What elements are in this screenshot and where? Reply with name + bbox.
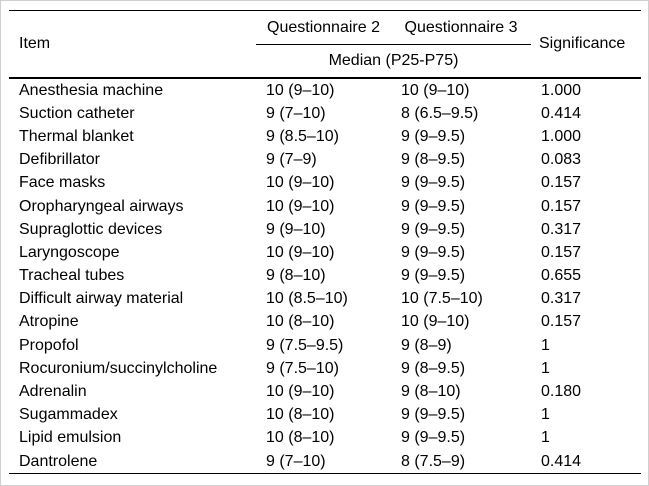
questionnaire-2-cell: 10 (9–10): [266, 197, 335, 215]
questionnaire-3-cell: 8 (7.5–9): [401, 452, 466, 470]
questionnaire-3-cell: 9 (9–9.5): [401, 243, 466, 261]
questionnaire-2-cell: 10 (8.5–10): [266, 290, 348, 308]
questionnaire-2-cell: 10 (9–10): [266, 383, 335, 401]
item-cell: Atropine: [19, 313, 79, 331]
questionnaire-3-cell: 9 (9–9.5): [401, 406, 466, 424]
questionnaire-2-cell: 10 (8–10): [266, 429, 335, 447]
item-cell: Supraglottic devices: [19, 220, 163, 238]
table-row: Atropine 10 (8–10) 10 (9–10) 0.157: [9, 311, 641, 334]
questionnaire-3-cell: 10 (9–10): [401, 313, 470, 331]
questionnaire-3-cell: 9 (8–9.5): [401, 151, 466, 169]
significance-cell: 0.414: [541, 452, 582, 470]
questionnaire-2-cell: 9 (7–9): [266, 151, 317, 169]
item-cell: Lipid emulsion: [19, 429, 122, 447]
item-cell: Laryngoscope: [19, 243, 120, 261]
item-cell: Defibrillator: [19, 151, 100, 169]
questionnaire-3-cell: 8 (6.5–9.5): [401, 104, 479, 122]
table-row: Rocuronium/succinylcholine 9 (7.5–10) 9 …: [9, 357, 641, 380]
column-header-questionnaire-3: Questionnaire 3: [391, 10, 531, 45]
table-row: Supraglottic devices 9 (9–10) 9 (9–9.5) …: [9, 218, 641, 241]
significance-cell: 1: [541, 336, 550, 354]
significance-cell: 0.180: [541, 383, 582, 401]
questionnaire-3-cell: 10 (9–10): [401, 81, 470, 99]
column-header-questionnaire-2: Questionnaire 2: [256, 10, 391, 45]
significance-cell: 0.157: [541, 174, 582, 192]
item-cell: Rocuronium/succinylcholine: [19, 359, 218, 377]
table-row: Propofol 9 (7.5–9.5) 9 (8–9) 1: [9, 334, 641, 357]
item-cell: Suction catheter: [19, 104, 135, 122]
table-row: Face masks 10 (9–10) 9 (9–9.5) 0.157: [9, 172, 641, 195]
item-cell: Sugammadex: [19, 406, 118, 424]
significance-cell: 1: [541, 359, 550, 377]
table-row: Tracheal tubes 9 (8–10) 9 (9–9.5) 0.655: [9, 265, 641, 288]
table-row: Laryngoscope 10 (9–10) 9 (9–9.5) 0.157: [9, 241, 641, 264]
questionnaire-3-cell: 9 (8–9.5): [401, 359, 466, 377]
questionnaire-3-cell: 9 (9–9.5): [401, 197, 466, 215]
table-row: Anesthesia machine 10 (9–10) 10 (9–10) 1…: [9, 78, 641, 102]
questionnaire-2-cell: 9 (9–10): [266, 220, 326, 238]
item-cell: Dantrolene: [19, 452, 98, 470]
questionnaire-3-cell: 10 (7.5–10): [401, 290, 483, 308]
item-cell: Propofol: [19, 336, 79, 354]
subheader-median-p25-p75: Median (P25-P75): [328, 52, 459, 69]
significance-cell: 1.000: [541, 127, 582, 145]
item-cell: Face masks: [19, 174, 106, 192]
significance-cell: 0.083: [541, 151, 582, 169]
table-header: Item Questionnaire 2 Questionnaire 3 Sig…: [9, 10, 641, 79]
questionnaire-3-cell: 9 (9–9.5): [401, 127, 466, 145]
table-row: Sugammadex 10 (8–10) 9 (9–9.5) 1: [9, 404, 641, 427]
questionnaire-3-cell: 9 (9–9.5): [401, 174, 466, 192]
table-row: Suction catheter 9 (7–10) 8 (6.5–9.5) 0.…: [9, 102, 641, 125]
questionnaire-2-cell: 9 (8–10): [266, 267, 326, 285]
significance-cell: 0.317: [541, 290, 582, 308]
table-body: Anesthesia machine 10 (9–10) 10 (9–10) 1…: [9, 78, 641, 474]
questionnaire-2-cell: 9 (7–10): [266, 452, 326, 470]
questionnaire-2-cell: 9 (7.5–10): [266, 359, 339, 377]
significance-cell: 1: [541, 406, 550, 424]
questionnaire-2-cell: 10 (9–10): [266, 243, 335, 261]
questionnaire-2-cell: 9 (7–10): [266, 104, 326, 122]
table-row: Adrenalin 10 (9–10) 9 (8–10) 0.180: [9, 380, 641, 403]
questionnaire-2-cell: 9 (7.5–9.5): [266, 336, 344, 354]
table-row: Lipid emulsion 10 (8–10) 9 (9–9.5) 1: [9, 427, 641, 450]
questionnaire-3-cell: 9 (8–10): [401, 383, 461, 401]
table-row: Oropharyngeal airways 10 (9–10) 9 (9–9.5…: [9, 195, 641, 218]
column-header-significance: Significance: [539, 35, 626, 52]
item-cell: Anesthesia machine: [19, 81, 164, 99]
column-header-item: Item: [19, 35, 51, 52]
questionnaire-2-cell: 9 (8.5–10): [266, 127, 339, 145]
item-cell: Thermal blanket: [19, 127, 134, 145]
item-cell: Oropharyngeal airways: [19, 197, 184, 215]
questionnaire-3-cell: 9 (9–9.5): [401, 429, 466, 447]
item-cell: Adrenalin: [19, 383, 87, 401]
results-table: Item Questionnaire 2 Questionnaire 3 Sig…: [9, 10, 641, 475]
questionnaire-3-cell: 9 (8–9): [401, 336, 452, 354]
header-row-1: Item Questionnaire 2 Questionnaire 3 Sig…: [9, 10, 641, 52]
significance-cell: 0.157: [541, 197, 582, 215]
significance-cell: 0.317: [541, 220, 582, 238]
significance-cell: 0.414: [541, 104, 582, 122]
questionnaire-3-cell: 9 (9–9.5): [401, 267, 466, 285]
questionnaire-2-cell: 10 (9–10): [266, 81, 335, 99]
item-cell: Tracheal tubes: [19, 267, 125, 285]
table-row: Dantrolene 9 (7–10) 8 (7.5–9) 0.414: [9, 450, 641, 474]
significance-cell: 1: [541, 429, 550, 447]
table-row: Defibrillator 9 (7–9) 9 (8–9.5) 0.083: [9, 149, 641, 172]
item-cell: Difficult airway material: [19, 290, 184, 308]
significance-cell: 0.157: [541, 243, 582, 261]
significance-cell: 0.157: [541, 313, 582, 331]
questionnaire-2-cell: 10 (8–10): [266, 313, 335, 331]
questionnaire-2-cell: 10 (8–10): [266, 406, 335, 424]
significance-cell: 0.655: [541, 267, 582, 285]
questionnaire-3-cell: 9 (9–9.5): [401, 220, 466, 238]
questionnaire-2-cell: 10 (9–10): [266, 174, 335, 192]
significance-cell: 1.000: [541, 81, 582, 99]
header-row-2: Median (P25-P75): [9, 45, 641, 79]
table-row: Difficult airway material 10 (8.5–10) 10…: [9, 288, 641, 311]
table-row: Thermal blanket 9 (8.5–10) 9 (9–9.5) 1.0…: [9, 125, 641, 148]
